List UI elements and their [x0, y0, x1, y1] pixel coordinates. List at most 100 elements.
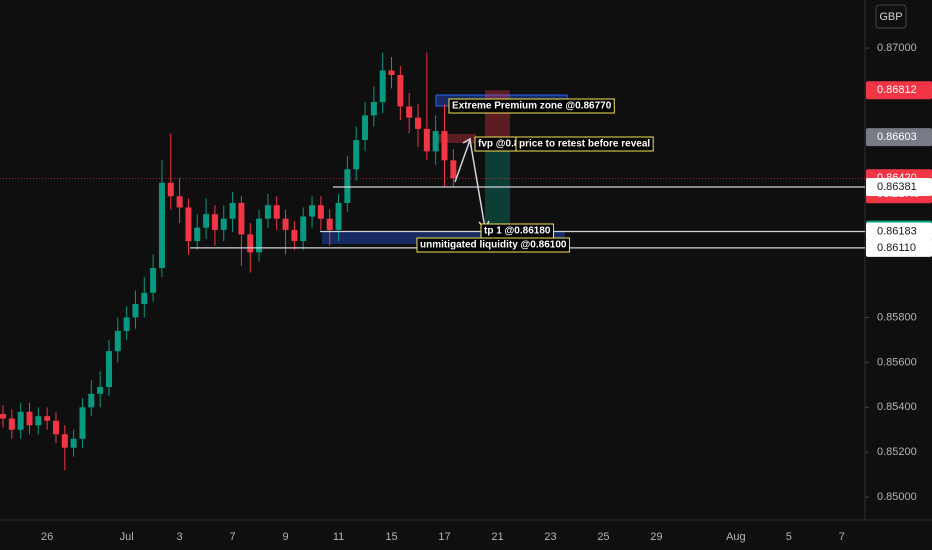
- candle-body: [362, 115, 369, 141]
- candle-body: [317, 205, 324, 219]
- candle-body: [450, 160, 457, 179]
- candle-body: [300, 216, 307, 242]
- annotation-text: tp 1 @0.86180: [484, 226, 551, 237]
- x-tick-label: 21: [491, 531, 503, 543]
- y-tick-label: 0.85400: [877, 401, 917, 413]
- candle-body: [105, 351, 112, 388]
- annotation-text: price to retest before reveal: [519, 139, 650, 150]
- y-tick-label: 0.85000: [877, 491, 917, 503]
- x-tick-label: 5: [786, 531, 792, 543]
- candle-body: [79, 407, 86, 439]
- annotation-box: [448, 98, 615, 114]
- candle-body: [256, 218, 263, 253]
- annotations: Extreme Premium zone @0.86770 fvp @0.8660…: [416, 98, 654, 253]
- candle-body: [432, 131, 439, 152]
- x-tick-label: 3: [177, 531, 183, 543]
- candle-body: [282, 218, 289, 230]
- price-badge-label: 0.86603: [877, 131, 917, 143]
- candle-body: [326, 218, 333, 230]
- candle-body: [97, 387, 104, 394]
- candle-body: [35, 416, 42, 426]
- arrow-head: [462, 137, 472, 148]
- candle-body: [353, 140, 360, 170]
- candle-body: [203, 214, 210, 228]
- x-tick-label: 23: [544, 531, 556, 543]
- fvg-zone: [434, 134, 476, 143]
- candle-body: [370, 101, 377, 116]
- candle-body: [379, 70, 386, 102]
- price-badge: [866, 222, 932, 241]
- candle-body: [229, 202, 236, 219]
- candle-body: [185, 207, 192, 242]
- y-tick-label: 0.85200: [877, 446, 917, 458]
- candle-body: [114, 330, 121, 352]
- currency: GBP: [879, 11, 902, 23]
- candle-body: [441, 131, 448, 161]
- candle-body: [132, 304, 139, 318]
- candle-body: [61, 434, 68, 448]
- candle-body: [388, 70, 395, 75]
- candle-body: [291, 229, 298, 242]
- candle-body: [44, 416, 51, 421]
- candle-body: [176, 196, 183, 208]
- candle-body: [88, 393, 95, 408]
- x-tick-label: 29: [650, 531, 662, 543]
- target-zone: [485, 137, 510, 230]
- y-tick-label: 0.87000: [877, 42, 917, 54]
- candle-body: [141, 292, 148, 305]
- candle-body: [8, 418, 15, 430]
- candle-body: [423, 128, 430, 152]
- currency-box: [875, 4, 907, 29]
- price-badge: [866, 238, 932, 257]
- x-tick-label: 26: [41, 531, 53, 543]
- x-tick-label: 25: [597, 531, 609, 543]
- annotation-text: fvp @0.86600: [478, 139, 542, 150]
- candle-body: [247, 234, 254, 253]
- x-tick-label: Aug: [726, 531, 746, 543]
- x-tick-label: 9: [282, 531, 288, 543]
- candle-body: [335, 202, 342, 230]
- x-tick-label: 11: [333, 531, 344, 543]
- annotation-text: unmitigated liquidity @0.86100: [420, 240, 567, 251]
- candle-body: [415, 117, 422, 129]
- candle-body: [123, 317, 130, 331]
- price-badge-label: 0.86812: [877, 84, 917, 96]
- candle-body: [52, 420, 59, 435]
- candle-body: [238, 202, 245, 235]
- candle-body: [194, 227, 201, 242]
- annotation-text: Extreme Premium zone @0.86770: [452, 101, 612, 112]
- x-tick-label: 7: [230, 531, 236, 543]
- candle-body: [344, 169, 351, 203]
- candle-body: [70, 438, 77, 448]
- y-tick-label: 0.85600: [877, 356, 917, 368]
- candle-body: [406, 106, 413, 118]
- x-tick-label: Jul: [120, 531, 134, 543]
- candle-body: [273, 205, 280, 219]
- candle-body: [167, 182, 174, 197]
- x-tick-label: 7: [839, 531, 845, 543]
- annotation-box: [515, 136, 654, 152]
- stop-zone: [485, 90, 510, 138]
- candle-body: [150, 268, 157, 293]
- price-badge: [866, 128, 932, 147]
- price-badge-label: 0.86110: [877, 242, 916, 254]
- candle-body: [17, 411, 24, 430]
- x-tick-label: 15: [385, 531, 397, 543]
- price-badge-label: 0.86381: [877, 181, 917, 193]
- price-badge: [866, 178, 932, 197]
- candle-body: [0, 414, 6, 419]
- candle-body: [26, 411, 33, 426]
- candle-body: [158, 182, 165, 269]
- price-badge: [866, 81, 932, 100]
- candle-body: [309, 205, 316, 217]
- annotation-box: [416, 237, 570, 253]
- candle-body: [211, 214, 218, 230]
- candle-body: [264, 205, 271, 219]
- x-tick-label: 17: [438, 531, 450, 543]
- candle-body: [220, 218, 227, 230]
- candle-body: [397, 74, 404, 107]
- price-badge-label: 0.86183: [877, 225, 917, 237]
